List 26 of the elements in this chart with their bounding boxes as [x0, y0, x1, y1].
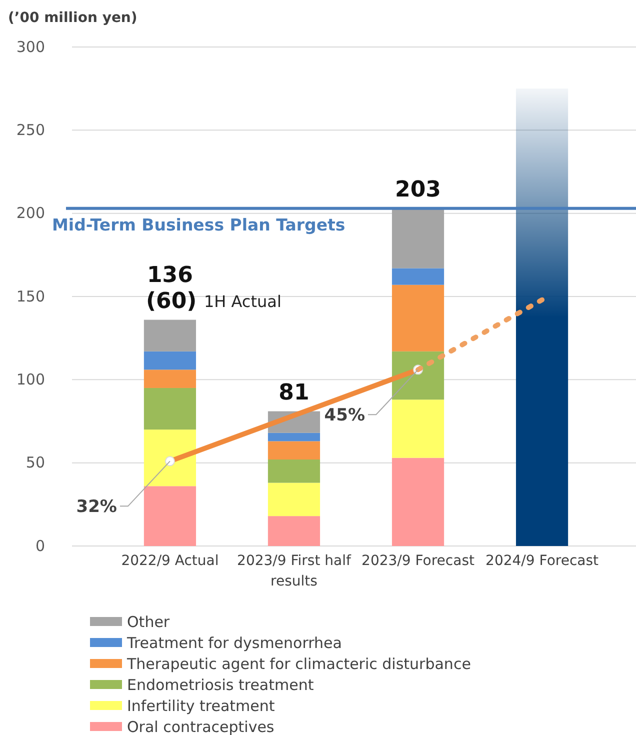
- total-label: 203: [395, 177, 441, 202]
- legend-label: Endometriosis treatment: [127, 676, 314, 694]
- y-tick-label: 200: [16, 204, 45, 222]
- y-axis-title: (’00 million yen): [8, 10, 138, 26]
- legend-label: Other: [127, 613, 170, 631]
- annotation: 1H Actual: [204, 292, 282, 311]
- y-tick-label: 250: [16, 120, 45, 139]
- legend-label: Treatment for dysmenorrhea: [126, 634, 342, 652]
- x-tick-label: 2023/9 Forecast: [362, 553, 475, 569]
- total-label: 136: [147, 262, 193, 288]
- x-tick-label: 2023/9 First half results: [237, 553, 352, 590]
- y-tick-label: 300: [16, 38, 45, 56]
- legend-label: Infertility treatment: [127, 697, 275, 715]
- ref-line-label: Mid-Term Business Plan Targets: [52, 215, 346, 234]
- total-label: 81: [278, 380, 310, 406]
- x-tick-label: 2024/9 Forecast: [486, 553, 600, 569]
- annotation: 45%: [324, 406, 366, 426]
- annotation: 32%: [76, 497, 117, 518]
- y-tick-label: 50: [26, 454, 45, 472]
- annotation: (60): [146, 288, 197, 314]
- legend-label: Therapeutic agent for climacteric disturbance: [126, 655, 471, 673]
- y-tick-label: 0: [35, 536, 45, 555]
- y-tick-label: 100: [16, 370, 45, 388]
- legend-label: Oral contraceptives: [127, 718, 274, 735]
- y-tick-label: 150: [16, 287, 45, 306]
- x-tick-label: 2022/9 Actual: [121, 553, 219, 569]
